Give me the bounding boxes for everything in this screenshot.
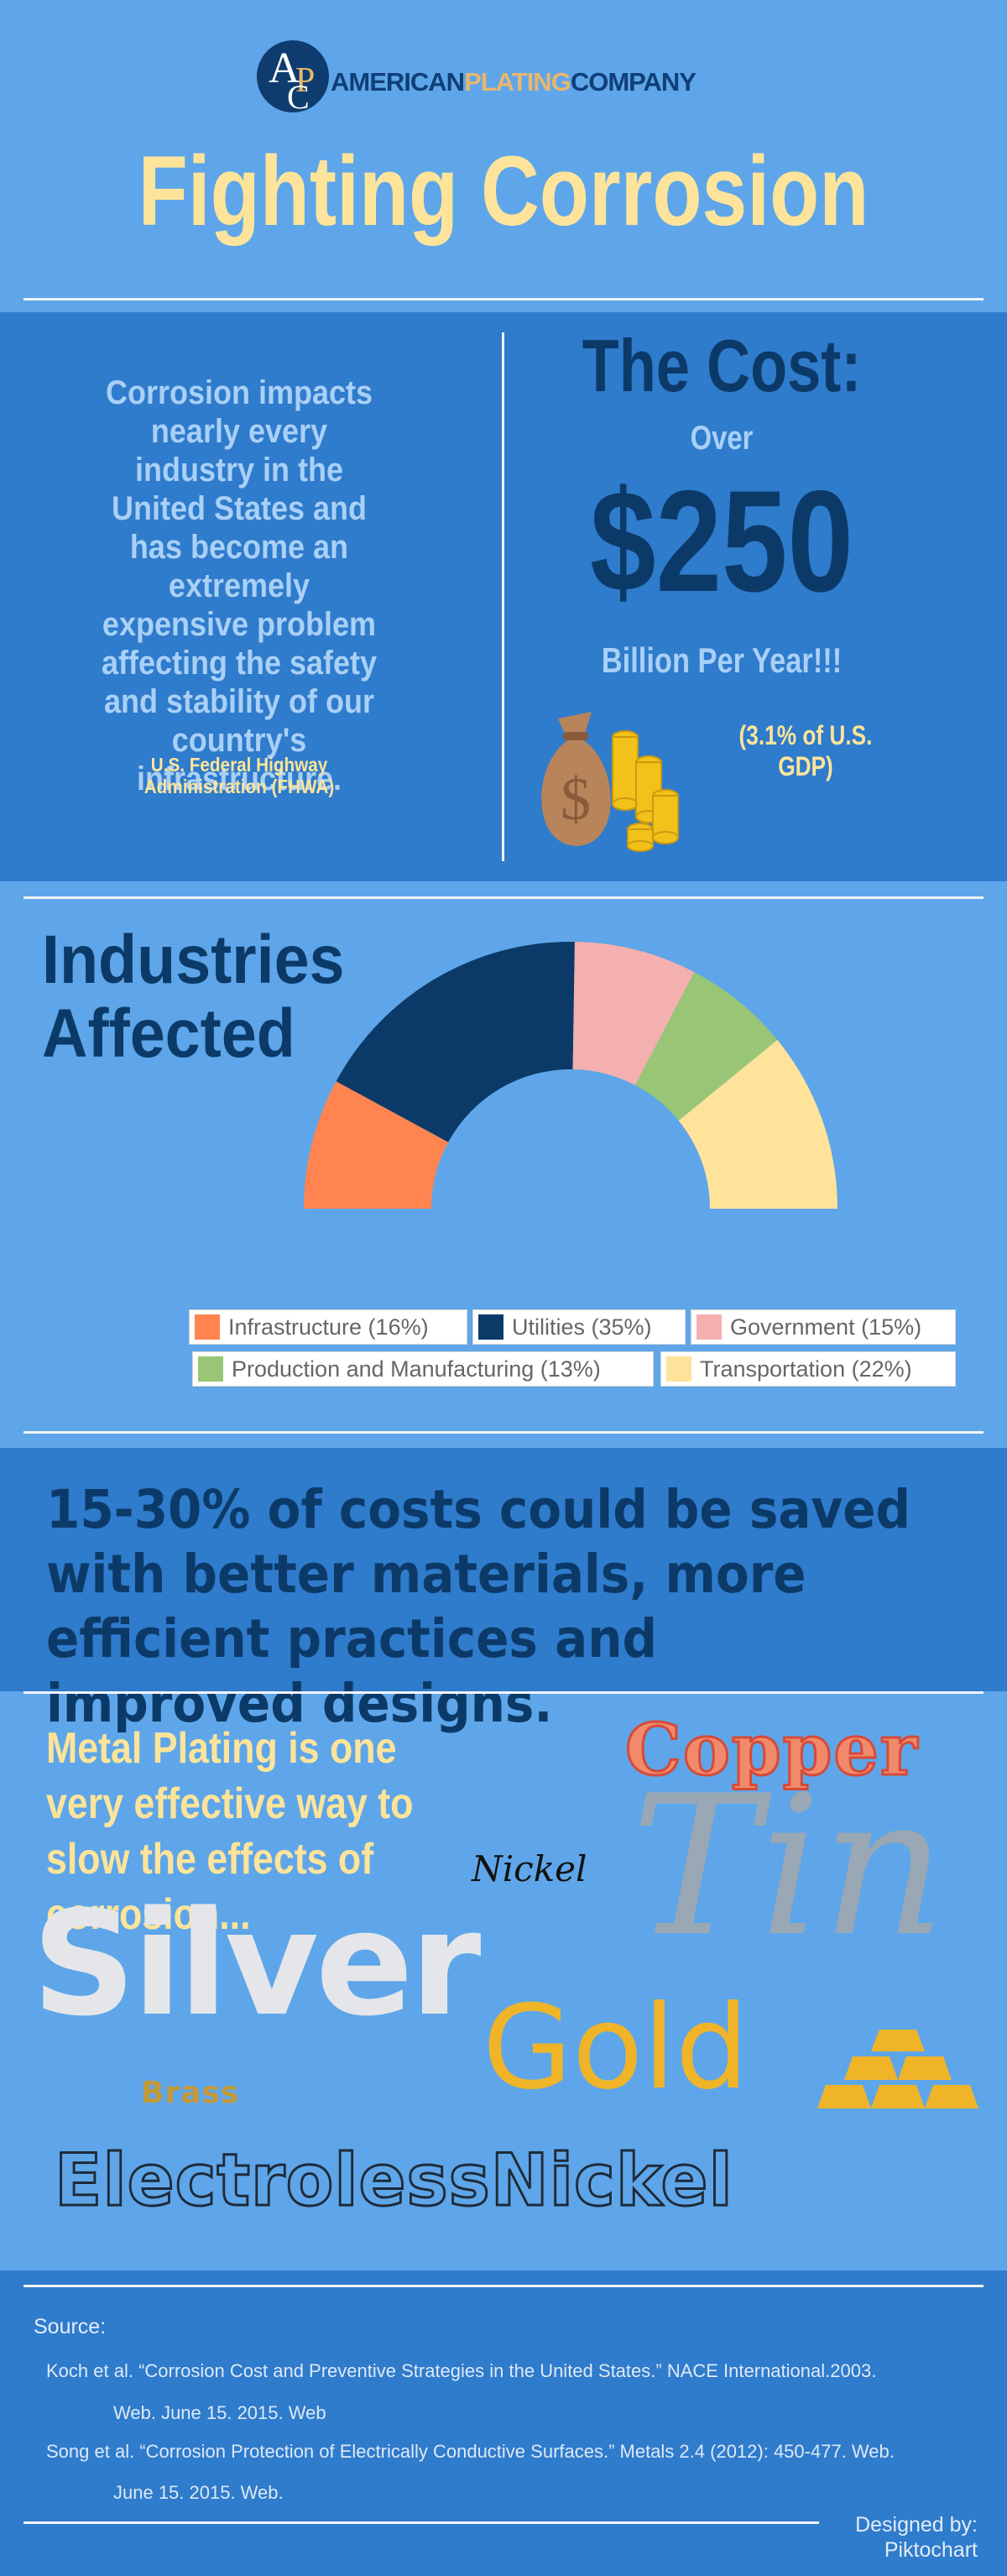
- word-tin: Tin: [631, 1755, 947, 1979]
- divider-rule: [23, 298, 984, 300]
- word-silver: Silver: [32, 1879, 481, 2048]
- plating-intro: Metal Plating is one very effective way …: [46, 1724, 414, 1939]
- legend-item-production: Production and Manufacturing (13%): [192, 1351, 654, 1387]
- chart-slice-infrastructure: [304, 1081, 449, 1209]
- column-divider: [502, 332, 504, 861]
- chart-slice-government: [572, 942, 695, 1085]
- legend-swatch: [195, 1314, 220, 1340]
- logo-letter-a: A: [269, 44, 300, 92]
- chart-slice-production: [634, 972, 778, 1121]
- industries-heading: Industries Affected: [42, 922, 345, 1072]
- word-brass: Brass: [141, 2076, 240, 2110]
- chart-slice-utilities: [336, 942, 575, 1142]
- corrosion-quote: Corrosion impacts nearly every industry …: [101, 374, 378, 797]
- gdp-note: (3.1% of U.S. GDP): [738, 720, 873, 781]
- company-name: AMERICANPLATINGCOMPANY: [331, 67, 697, 97]
- svg-text:$: $: [561, 765, 591, 833]
- word-copper: Copper: [624, 1707, 920, 1793]
- logo-badge: [257, 40, 329, 112]
- legend-swatch: [478, 1314, 503, 1340]
- word-nickel: Nickel: [472, 1848, 587, 1889]
- reference-2: Song et al. “Corrosion Protection of Ele…: [46, 2441, 895, 2462]
- cost-per-year: Billion Per Year!!!: [601, 640, 843, 680]
- cost-heading: The Cost:: [582, 324, 862, 407]
- designed-by: Designed by: Piktochart: [855, 2513, 978, 2562]
- footer-rule: [23, 2521, 819, 2524]
- reference-2-cont: June 15. 2015. Web.: [113, 2482, 284, 2503]
- divider-rule: [23, 896, 984, 899]
- logo-letter-c: C: [287, 78, 310, 116]
- legend-swatch: [666, 1356, 691, 1382]
- legend-swatch: [697, 1314, 722, 1340]
- quote-source: U.S. Federal Highway Administration (FHW…: [143, 754, 335, 797]
- divider-rule: [23, 2285, 984, 2287]
- savings-band: [0, 1448, 1007, 1691]
- legend-item-infrastructure: Infrastructure (16%): [189, 1309, 467, 1345]
- industries-chart: [304, 942, 837, 1209]
- cost-over: Over: [690, 420, 754, 457]
- money-bag-icon: $: [541, 712, 679, 852]
- logo-letter-p: P: [295, 61, 316, 100]
- page-title: Fighting Corrosion: [138, 136, 869, 247]
- legend-item-utilities: Utilities (35%): [472, 1309, 686, 1345]
- legend-item-transportation: Transportation (22%): [660, 1351, 956, 1387]
- divider-rule: [23, 1691, 984, 1694]
- reference-1-cont: Web. June 15. 2015. Web: [113, 2402, 326, 2423]
- divider-rule: [23, 1431, 984, 1434]
- chart-slice-transportation: [678, 1039, 837, 1209]
- word-gold: Gold: [483, 1980, 749, 2115]
- legend-swatch: [198, 1356, 223, 1382]
- cost-amount: $250: [590, 461, 853, 622]
- footer-band: [0, 2270, 1007, 2576]
- source-label: Source:: [34, 2315, 107, 2338]
- gold-bars-icon: [817, 2030, 978, 2108]
- savings-statement: 15-30% of costs could be saved with bett…: [46, 1479, 911, 1734]
- word-electroless-nickel: ElectrolessNickel: [54, 2138, 734, 2224]
- reference-1: Koch et al. “Corrosion Cost and Preventi…: [46, 2360, 877, 2381]
- legend-item-government: Government (15%): [691, 1309, 956, 1345]
